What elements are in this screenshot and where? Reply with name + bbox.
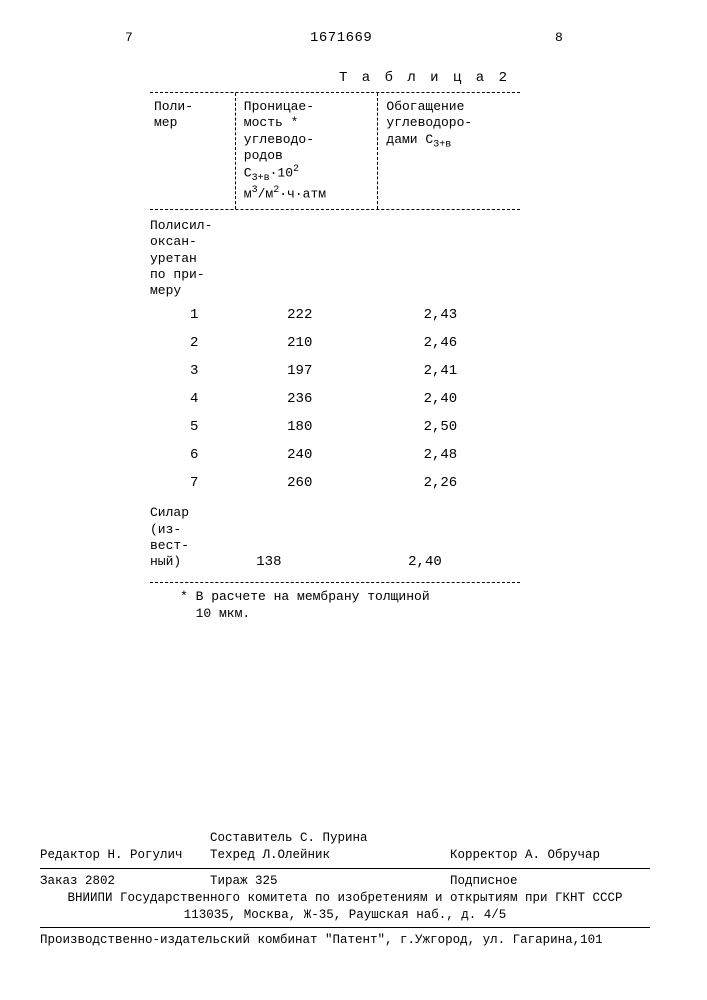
table-header-row: Поли-мер Проницае-мость *углеводо-родовC… [150,92,520,210]
table-row: 5 180 2,50 [150,413,520,441]
compiler: Составитель С. Пурина [210,830,450,847]
table-header-enrichment: Обогащениеуглеводоро-дами C3+в [377,93,520,209]
divider [40,868,650,869]
cell-enr: 2,40 [368,554,520,572]
footer-block: Составитель С. Пурина Редактор Н. Рогули… [40,830,650,949]
table-row: 7 260 2,26 [150,469,520,497]
page-number-left: 7 [125,30,133,45]
cell-perm: 236 [247,391,383,407]
org-line2: Производственно-издательский комбинат "П… [40,932,650,949]
table-row-silar: Силар(из-вест-ный) 138 2,40 [150,497,520,578]
cell-n: 1 [150,307,247,323]
cell-n: 2 [150,335,247,351]
cell-perm: 197 [247,363,383,379]
cell-enr: 2,43 [384,307,520,323]
cell-perm: 138 [216,554,368,572]
table-row: 1 222 2,43 [150,301,520,329]
cell-n: 5 [150,419,247,435]
table-body: Полисил-оксан-уретанпо при-меру 1 222 2,… [150,210,520,578]
cell-enr: 2,50 [384,419,520,435]
cell-enr: 2,48 [384,447,520,463]
divider [40,927,650,928]
cell-perm: 180 [247,419,383,435]
cell-n: 4 [150,391,247,407]
cell-enr: 2,41 [384,363,520,379]
cell-perm: 240 [247,447,383,463]
corrector: Корректор А. Обручар [450,847,650,864]
techred: Техред Л.Олейник [210,847,450,864]
subscription: Подписное [450,873,650,890]
order-number: Заказ 2802 [40,873,210,890]
silar-label: Силар(из-вест-ный) [150,503,216,572]
tirage: Тираж 325 [210,873,450,890]
cell-perm: 260 [247,475,383,491]
table-row: 6 240 2,48 [150,441,520,469]
cell-n: 3 [150,363,247,379]
org-line1: ВНИИПИ Государственного комитета по изоб… [40,890,650,907]
editor: Редактор Н. Рогулич [40,847,210,864]
cell-n: 6 [150,447,247,463]
table-header-polymer: Поли-мер [150,93,235,209]
table-bottom-rule [150,582,520,583]
table-row: 2 210 2,46 [150,329,520,357]
table-2: Т а б л и ц а 2 Поли-мер Проницае-мость … [150,70,520,623]
cell-n: 7 [150,475,247,491]
table-header-permeability: Проницае-мость *углеводо-родовC3+в·102м3… [235,93,378,209]
document-id: 1671669 [310,30,372,46]
table-row: 4 236 2,40 [150,385,520,413]
cell-enr: 2,40 [384,391,520,407]
cell-enr: 2,26 [384,475,520,491]
org-addr: 113035, Москва, Ж-35, Раушская наб., д. … [40,907,650,924]
page-number-right: 8 [555,30,563,45]
table-caption: Т а б л и ц а 2 [150,70,520,86]
cell-enr: 2,46 [384,335,520,351]
table-row: 3 197 2,41 [150,357,520,385]
cell-perm: 210 [247,335,383,351]
cell-perm: 222 [247,307,383,323]
table-footnote: * В расчете на мембрану толщиной 10 мкм. [150,589,520,623]
polymer-group-label: Полисил-оксан-уретанпо при-меру [150,216,520,301]
